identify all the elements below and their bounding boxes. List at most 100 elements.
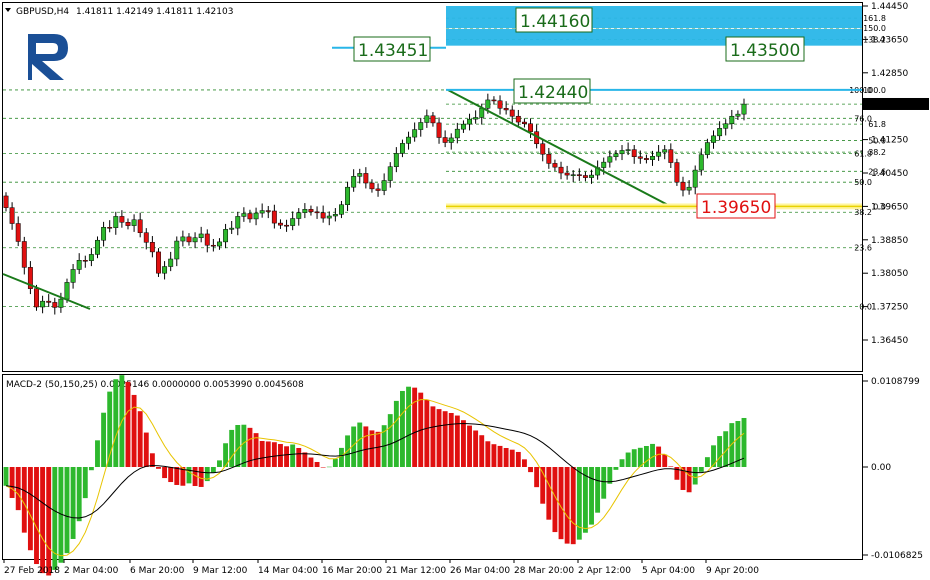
candle-body <box>192 237 198 243</box>
macd-histogram-bar <box>284 446 290 467</box>
macd-histogram-bar <box>741 417 747 467</box>
time-axis-label: 26 Mar 04:00 <box>450 566 510 576</box>
candle-body <box>271 210 277 224</box>
macd-histogram-bar <box>698 467 704 472</box>
candle-body <box>131 219 137 226</box>
macd-histogram-bar <box>113 379 119 467</box>
macd-axis-label: 0.0108799 <box>871 377 920 387</box>
macd-histogram-bar <box>82 467 88 499</box>
macd-histogram-bar <box>70 467 76 539</box>
candle-body <box>326 215 332 219</box>
macd-histogram-bar <box>656 446 662 467</box>
time-axis-label: 2 Apr 12:00 <box>578 566 631 576</box>
macd-histogram-bar <box>351 426 357 467</box>
macd-histogram-bar <box>210 467 216 473</box>
candle-body <box>656 151 662 157</box>
candle-body <box>546 153 552 164</box>
macd-histogram-bar <box>412 387 418 467</box>
candle-body <box>64 282 70 300</box>
candle-body <box>668 149 674 163</box>
candle-body <box>223 229 229 243</box>
candle-body <box>460 123 466 130</box>
macd-histogram-bar <box>515 451 521 467</box>
macd-histogram-bar <box>259 440 265 467</box>
candle-body <box>607 156 613 163</box>
candle-body <box>15 223 21 242</box>
candle-body <box>552 163 558 168</box>
candle-body <box>247 213 253 220</box>
candle-body <box>290 218 296 226</box>
candle-body <box>125 222 131 226</box>
candle-body <box>265 210 271 212</box>
candle-body <box>509 109 515 117</box>
time-axis-label: 6 Mar 20:00 <box>130 566 185 576</box>
macd-histogram-bar <box>21 467 27 533</box>
macd-histogram-bar <box>363 426 369 467</box>
candle-body <box>704 142 710 155</box>
macd-histogram-bar <box>424 399 430 467</box>
macd-histogram-bar <box>613 467 619 470</box>
ohlc-label: 1.41811 1.42149 1.41811 1.42103 <box>76 7 233 17</box>
candle-body <box>631 149 637 157</box>
macd-histogram-bar <box>217 460 222 467</box>
candle-body <box>430 115 436 124</box>
candle-body <box>399 143 405 154</box>
candle-body <box>119 216 125 223</box>
fib-extension-label: 150.0 <box>863 24 886 33</box>
macd-histogram-bar <box>503 447 509 467</box>
fib-level-label: 61.8 <box>854 149 872 158</box>
macd-histogram-bar <box>95 440 100 467</box>
candle-body <box>259 210 265 214</box>
macd-histogram-bar <box>589 467 594 525</box>
macd-histogram-bar <box>430 406 436 467</box>
macd-histogram-bar <box>131 394 137 467</box>
candle-body <box>589 174 594 178</box>
fib-extension-label: 23.6 <box>868 167 886 176</box>
candle-body <box>107 227 113 229</box>
candle-body <box>674 162 680 183</box>
candle-body <box>113 216 119 228</box>
candle-body <box>284 224 290 227</box>
level-label-143451-box <box>353 36 431 62</box>
candle-body <box>485 99 491 109</box>
macd-histogram-bar <box>320 467 326 468</box>
fib-extension-label: 0.0 <box>873 202 886 211</box>
trendline-descending <box>447 89 669 206</box>
dropdown-triangle-icon[interactable] <box>5 8 11 12</box>
candle-body <box>497 100 503 109</box>
macd-histogram-bar <box>607 467 613 484</box>
candle-body <box>473 117 479 120</box>
candle-body <box>515 115 521 123</box>
price-axis-label: 1.38050 <box>871 269 908 279</box>
macd-histogram-bar <box>192 467 198 487</box>
candle-body <box>387 166 393 181</box>
candle-body <box>180 236 186 242</box>
candle-body <box>613 153 619 157</box>
macd-histogram-bar <box>101 412 107 467</box>
fib-extension-label: 100.0 <box>863 86 886 95</box>
macd-histogram-bar <box>686 467 692 493</box>
macd-histogram-bar <box>717 436 723 467</box>
candle-body <box>58 298 64 308</box>
candle-body <box>241 213 247 217</box>
macd-histogram-bar <box>168 467 174 483</box>
macd-histogram-bar <box>650 443 655 467</box>
macd-histogram-bar <box>326 466 332 468</box>
candle-body <box>735 113 741 117</box>
candle-body <box>302 209 308 213</box>
candle-body <box>564 172 570 176</box>
level-label-142440-text: 1.42440 <box>518 83 588 103</box>
macd-histogram-bar <box>143 432 149 467</box>
macd-histogram-bar <box>223 443 229 467</box>
candle-body <box>34 288 39 308</box>
macd-histogram-bar <box>619 459 625 467</box>
macd-histogram-bar <box>107 391 113 467</box>
candle-body <box>570 174 576 176</box>
candle-body <box>418 122 424 130</box>
macd-histogram-bar <box>9 467 15 498</box>
macd-histogram-bar <box>473 430 479 467</box>
macd-histogram-bar <box>662 454 668 467</box>
macd-histogram-bar <box>332 458 338 467</box>
macd-histogram-bar <box>521 459 527 467</box>
macd-histogram-bar <box>235 425 241 467</box>
